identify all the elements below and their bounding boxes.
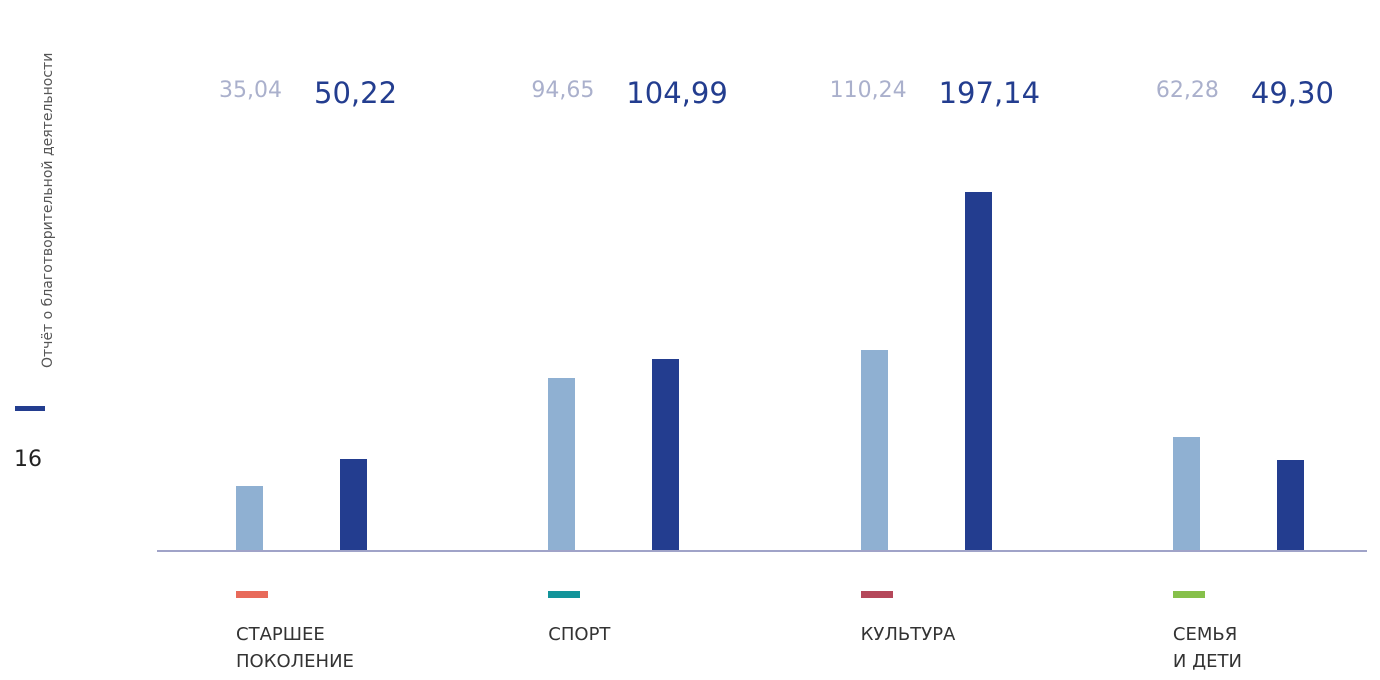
value-label: 104,99 xyxy=(626,76,728,110)
value-label: 94,65 xyxy=(531,78,595,103)
category-marker xyxy=(1172,591,1205,598)
category-marker xyxy=(236,591,268,598)
baseline xyxy=(157,550,1367,552)
bar xyxy=(1172,436,1200,550)
side-title: Отчёт о благотворительной деятельности xyxy=(40,52,56,368)
value-label: 110,24 xyxy=(829,78,907,103)
category-label: КУЛЬТУРА xyxy=(860,624,956,645)
value-label: 49,30 xyxy=(1250,76,1334,110)
page-number: 16 xyxy=(14,447,42,472)
category-label: СТАРШЕЕ ПОКОЛЕНИЕ xyxy=(236,624,354,672)
bar xyxy=(340,458,367,550)
category-label: СЕМЬЯ И ДЕТИ xyxy=(1172,624,1242,672)
bar xyxy=(860,349,888,550)
value-label: 62,28 xyxy=(1155,78,1219,103)
category-marker xyxy=(860,591,893,598)
bar xyxy=(964,192,992,550)
value-label: 35,04 xyxy=(219,78,282,103)
value-label: 197,14 xyxy=(938,76,1041,110)
bar xyxy=(1276,460,1304,550)
category-label: СПОРТ xyxy=(548,624,611,645)
bar xyxy=(652,359,680,550)
bar xyxy=(548,378,576,550)
value-label: 50,22 xyxy=(314,76,398,110)
bar xyxy=(236,486,263,550)
page-marker xyxy=(15,406,45,411)
category-marker xyxy=(548,591,581,598)
